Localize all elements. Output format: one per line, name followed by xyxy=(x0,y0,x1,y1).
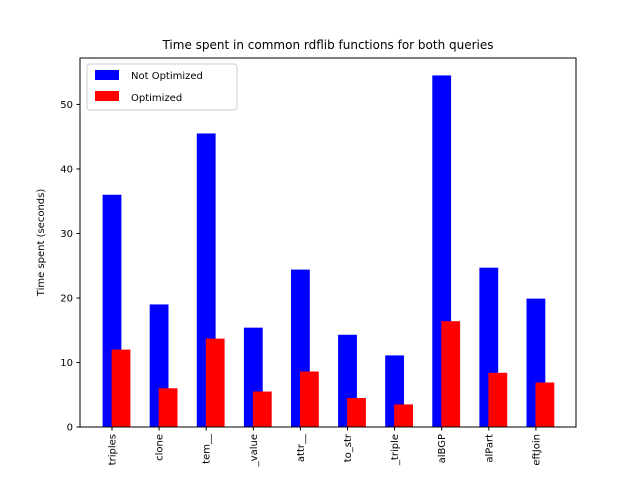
y-axis-ticks: 0 10 20 30 40 50 xyxy=(60,100,80,434)
bar-optimized-6 xyxy=(394,404,413,427)
y-tick-label-3: 30 xyxy=(60,229,73,240)
bars-group xyxy=(102,75,555,428)
x-tick-label-2: tem__ xyxy=(202,433,213,464)
bar-optimized-5 xyxy=(347,397,366,427)
bar-optimized-8 xyxy=(488,372,508,427)
x-tick-label-7: alBGP xyxy=(437,434,448,463)
legend-label-optimized: Optimized xyxy=(131,93,182,104)
y-tick-label-2: 20 xyxy=(60,293,73,304)
legend: Not Optimized Optimized xyxy=(86,63,238,111)
y-tick-label-0: 0 xyxy=(67,423,73,434)
bar-optimized-4 xyxy=(300,371,319,427)
x-tick-label-3: _value xyxy=(249,434,260,467)
bar-optimized-0 xyxy=(111,349,131,427)
legend-label-not-optimized: Not Optimized xyxy=(131,71,203,82)
x-tick-label-9: eftJoin xyxy=(531,434,542,466)
bar-optimized-9 xyxy=(535,382,555,427)
bar-optimized-7 xyxy=(441,321,461,427)
y-tick-label-5: 50 xyxy=(60,100,73,111)
y-tick-label-4: 40 xyxy=(60,164,73,175)
x-tick-label-4: attr__ xyxy=(296,433,307,462)
x-tick-label-1: clone xyxy=(155,434,166,461)
bar-optimized-1 xyxy=(158,388,178,427)
bar-optimized-3 xyxy=(252,391,272,427)
x-tick-label-0: triples xyxy=(108,434,119,465)
x-tick-label-8: alPart xyxy=(484,434,495,463)
axes-frame xyxy=(79,57,577,428)
bar-optimized-2 xyxy=(205,338,225,427)
legend-box xyxy=(86,63,238,111)
y-tick-label-1: 10 xyxy=(60,358,73,369)
legend-swatch-optimized xyxy=(95,91,119,101)
legend-swatch-not-optimized xyxy=(95,70,119,80)
x-tick-label-6: _triple xyxy=(390,434,401,466)
x-axis-ticks: triples clone tem__ _value attr__ to_str _trip… xyxy=(108,427,542,467)
y-axis-label: Time spent (seconds) xyxy=(36,189,47,298)
chart-title: Time spent in common rdflib functions fo… xyxy=(161,38,493,52)
x-tick-label-5: to_str xyxy=(343,433,354,462)
